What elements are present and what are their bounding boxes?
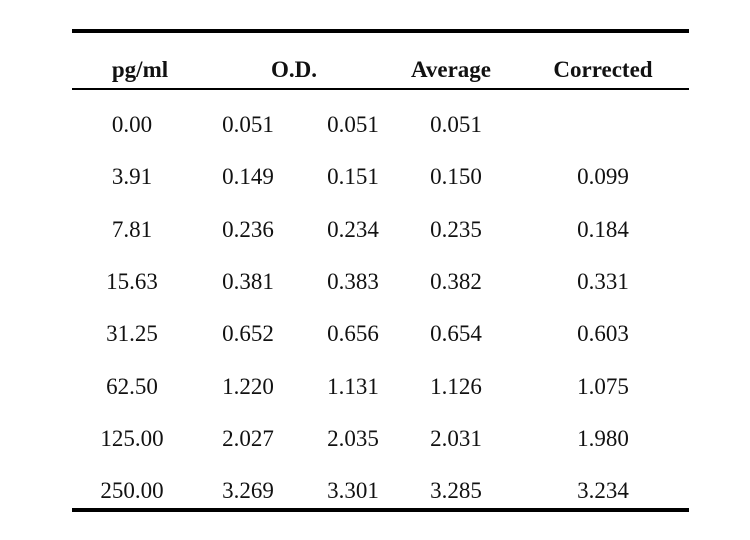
cell-average: 2.031 [430,425,482,451]
cell-average: 1.126 [430,373,482,399]
cell-concentration: 15.63 [106,268,158,294]
cell-concentration: 7.81 [111,216,153,242]
cell-od-1: 0.381 [222,268,274,294]
cell-corrected: 1.980 [577,425,629,451]
cell-od-1: 0.149 [222,164,274,190]
cell-corrected: 0.331 [577,268,629,294]
cell-corrected: 0.099 [577,164,629,190]
cell-od-1: 2.027 [222,425,274,451]
top-rule [72,29,689,33]
cell-od-1: 0.236 [222,216,274,242]
cell-od-1: 0.051 [222,112,274,137]
cell-average: 0.150 [430,164,482,190]
cell-od-2: 0.051 [327,112,379,137]
cell-od-2: 3.301 [327,478,379,504]
header-rule [72,88,689,90]
cell-od-2: 0.656 [327,321,379,347]
header-od: O.D. [271,57,317,82]
cell-average: 0.654 [430,321,482,347]
cell-od-2: 1.131 [327,373,379,399]
cell-concentration: 0.00 [111,112,153,137]
cell-average: 0.235 [430,216,482,242]
cell-corrected: 1.075 [577,373,629,399]
cell-concentration: 3.91 [111,164,153,190]
cell-corrected: 0.603 [577,321,629,347]
cell-od-2: 2.035 [327,425,379,451]
cell-od-1: 1.220 [222,373,274,399]
cell-od-1: 0.652 [222,321,274,347]
header-corrected: Corrected [553,57,653,82]
cell-average: 0.051 [430,112,482,137]
cell-corrected: 3.234 [577,478,629,504]
cell-concentration: 250.00 [100,478,164,504]
header-concentration: pg/ml [111,57,169,82]
cell-concentration: 125.00 [100,425,164,451]
bottom-rule [72,508,689,512]
cell-corrected: 0.184 [577,216,629,242]
cell-od-1: 3.269 [222,478,274,504]
header-average: Average [410,57,492,82]
cell-concentration: 62.50 [106,373,158,399]
cell-average: 3.285 [430,478,482,504]
cell-od-2: 0.234 [327,216,379,242]
cell-od-2: 0.151 [327,164,379,190]
data-table: pg/ml O.D. Average Corrected 0.00 0.051 0.… [72,29,689,514]
cell-od-2: 0.383 [327,268,379,294]
cell-concentration: 31.25 [106,321,158,347]
cell-average: 0.382 [430,268,482,294]
